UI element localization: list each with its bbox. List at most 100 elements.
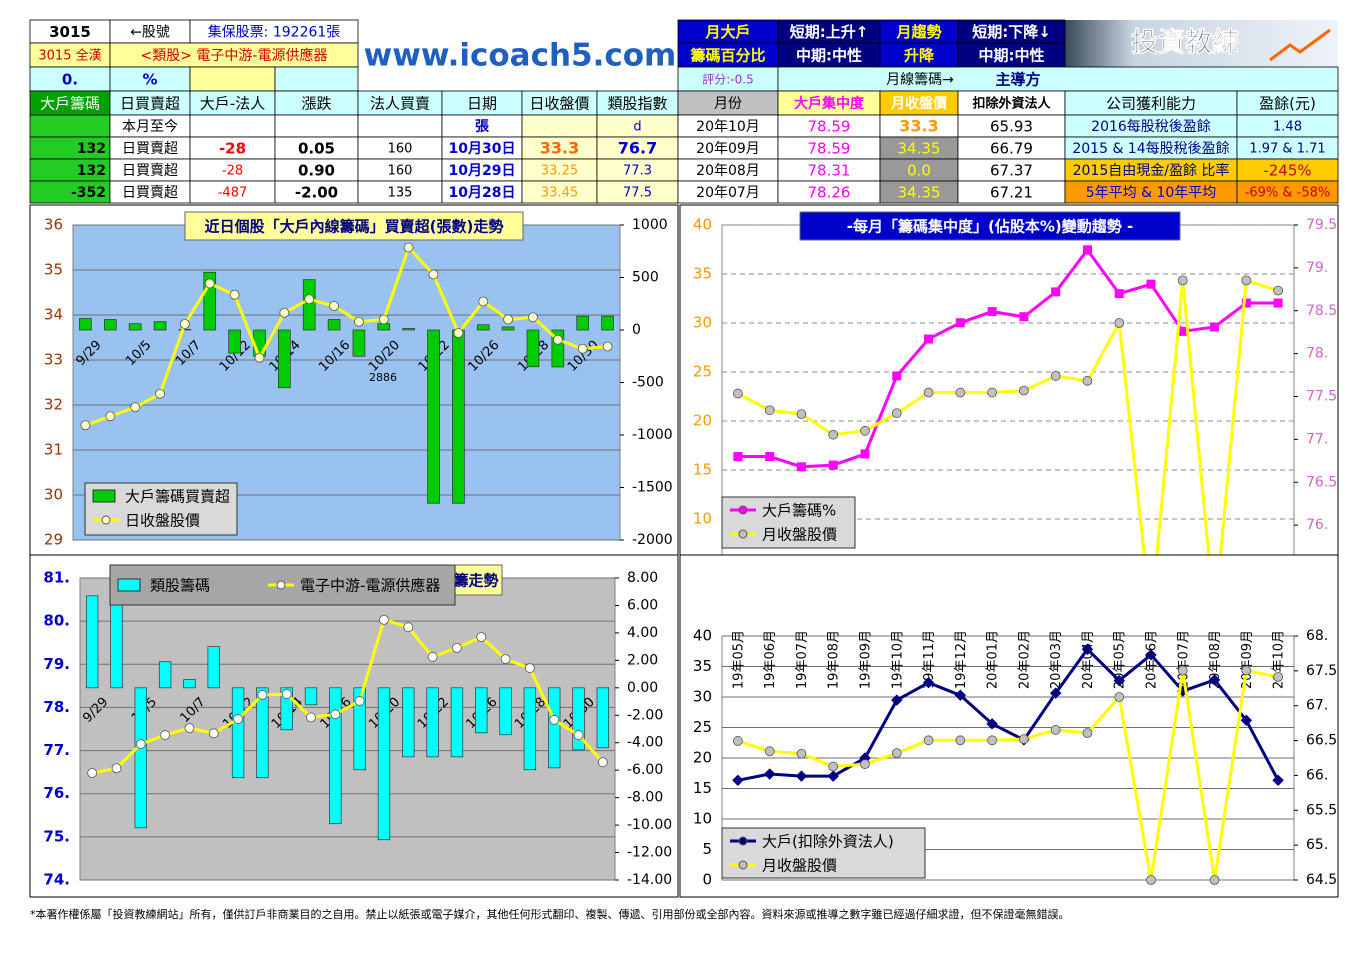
line-marker — [764, 746, 775, 757]
y2-tick-label: 76.5 — [1306, 474, 1337, 490]
table-cell-text: 77.3 — [623, 164, 652, 179]
y2-tick-label: 6.00 — [627, 597, 658, 613]
line-marker — [1146, 875, 1156, 885]
table-cell-text: 67.21 — [990, 184, 1033, 202]
y2-tick-label: 67.5 — [1306, 663, 1337, 679]
table-cell-text: 160 — [388, 164, 413, 179]
bar — [128, 323, 142, 331]
table-cell-text: 132 — [77, 163, 106, 179]
line-marker — [528, 312, 538, 323]
y2-tick-label: 76. — [1306, 517, 1328, 533]
column-header: 月份 — [714, 96, 742, 112]
bar — [501, 326, 515, 331]
line-marker — [892, 371, 902, 381]
line-marker — [1241, 298, 1251, 308]
table-cell-text: -28 — [222, 164, 243, 179]
line-marker — [1018, 734, 1029, 744]
header-cell: 中期:中性 — [979, 47, 1045, 65]
line-marker — [379, 614, 389, 625]
line-marker — [1081, 643, 1094, 655]
y-tick-label: 15 — [693, 779, 712, 797]
table-cell — [189, 114, 276, 138]
chart: 10 15 20 25 30 35 40 76. 76.5 77. 77.5 78. 78.5 79. 79… — [693, 211, 1337, 555]
site-url: www.icoach5.com — [364, 38, 677, 74]
line-marker — [500, 654, 511, 665]
footer-note: *本著作權係屬「投資教練網站」所有，僅供訂戶非商業目的之自用。禁止以紙張或電子媒… — [30, 907, 1070, 921]
line-marker — [155, 388, 165, 399]
bar — [103, 319, 117, 331]
header-cell: 3015 — [49, 23, 91, 41]
line-marker — [1273, 285, 1284, 296]
line-marker — [354, 696, 365, 706]
column-header: 大戶籌碼 — [40, 95, 100, 113]
line-marker — [765, 452, 775, 462]
line-marker — [329, 301, 339, 311]
line-marker — [1050, 725, 1061, 735]
line-marker — [476, 632, 487, 643]
table-cell-text: 10月29日 — [449, 163, 516, 179]
y2-tick-label: -14.00 — [627, 872, 672, 888]
line-marker — [229, 289, 240, 300]
column-header: 日期 — [467, 95, 497, 113]
line-marker — [524, 663, 535, 674]
line-marker — [732, 388, 743, 399]
table-cell-text: 132 — [77, 141, 106, 157]
y-tick-label: 40 — [693, 216, 712, 234]
y-tick-label: 34 — [44, 306, 63, 324]
y2-tick-label: -2000 — [632, 532, 673, 548]
table-cell-text: -245% — [1263, 162, 1311, 180]
bar — [228, 329, 241, 354]
x-tick-label: 20年03月 — [1049, 630, 1064, 689]
y2-tick-label: -6.00 — [627, 762, 663, 778]
line-marker — [304, 294, 315, 305]
legend-marker — [738, 505, 748, 515]
y2-tick-label: 65.5 — [1306, 802, 1337, 818]
y-tick-label: 0 — [702, 871, 712, 889]
line-marker — [1050, 371, 1061, 381]
line-marker — [1051, 287, 1061, 297]
line-marker — [1240, 714, 1253, 727]
header-cell: 短期:下降↓ — [972, 23, 1051, 41]
bar — [377, 687, 391, 841]
table-cell-text: 78.59 — [808, 140, 851, 158]
chart: 29 30 31 32 33 34 35 36 -2000 -1500 -1000 -500 0 500 1… — [44, 211, 673, 549]
line-marker — [828, 429, 839, 440]
bar — [499, 687, 512, 736]
header-cell: 集保股票: 192261張 — [208, 24, 341, 41]
line-marker — [1273, 671, 1284, 682]
legend-marker — [101, 515, 111, 525]
y2-tick-label: -1000 — [632, 427, 673, 443]
line-marker — [427, 652, 438, 662]
y-tick-label: 77. — [43, 741, 70, 759]
table-cell-text: 66.79 — [990, 140, 1033, 158]
y2-tick-label: 2.00 — [627, 652, 658, 668]
y-tick-label: 30 — [693, 314, 712, 332]
y-tick-label: 80. — [43, 612, 70, 630]
table-cell-text: 0.90 — [298, 162, 335, 180]
legend-swatch — [92, 489, 116, 503]
line-marker — [1049, 687, 1062, 699]
header-cell: 3015 全漢 — [38, 48, 101, 64]
line-marker — [891, 694, 903, 706]
line-marker — [403, 622, 414, 633]
header-cell: 月趨勢 — [895, 23, 941, 41]
column-header: 月收盤價 — [890, 95, 948, 112]
bar — [402, 687, 415, 758]
bar — [231, 687, 245, 779]
line — [91, 617, 604, 775]
y-tick-label: 15 — [693, 461, 712, 479]
line-marker — [860, 759, 870, 769]
table-cell-text: -28 — [219, 140, 246, 158]
line-marker — [828, 460, 838, 470]
y-tick-label: 81. — [43, 569, 70, 587]
line-marker — [764, 405, 775, 416]
logo-image — [1065, 20, 1338, 67]
column-header: 公司獲利能力 — [1106, 95, 1196, 113]
table-cell-text: 2015自由現金/盈餘 比率 — [1073, 162, 1230, 179]
line-marker — [987, 307, 997, 317]
logo-text: 投資教練 — [1131, 27, 1239, 59]
legend-label: 電子中游-電源供應器 — [300, 577, 440, 595]
y2-tick-label: 79. — [1306, 260, 1328, 276]
bar — [327, 319, 341, 331]
table-cell-text: 33.3 — [540, 139, 579, 158]
